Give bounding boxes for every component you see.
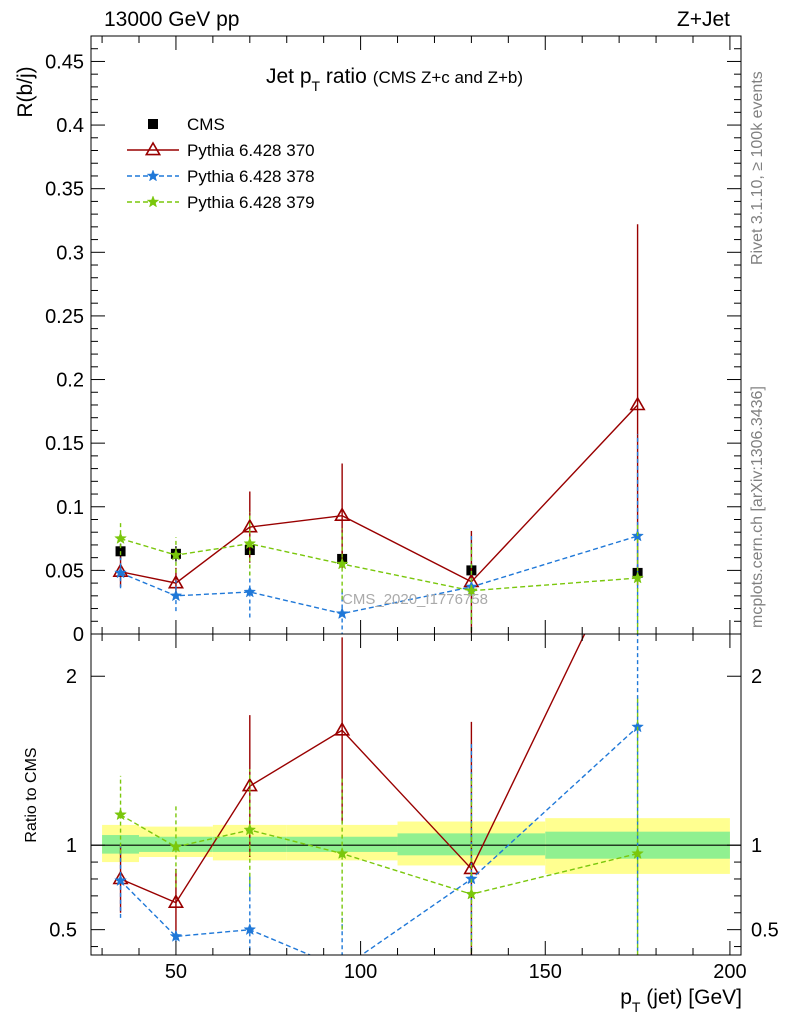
title-rest: ratio [320, 65, 367, 88]
legend-marker [144, 141, 162, 156]
ratio-series-group [112, 634, 644, 955]
legend-label: Pythia 6.428 378 [187, 167, 315, 186]
main-y-axis-label: R(b/j) [14, 66, 37, 117]
main-pythia-6-428-378-line [120, 535, 638, 615]
main-y-tick-label: 0.3 [56, 242, 84, 264]
main-pythia-6-428-378-point [243, 585, 257, 598]
ratio-frame [90, 633, 742, 956]
ratio-pythia-6-428-378-point [243, 923, 257, 936]
main-pythia-6-428-379-point [631, 571, 644, 584]
main-pythia-6-428-370-line [120, 404, 639, 584]
mcplots-label: mcplots.cern.ch [arXiv:1306.3436] [749, 386, 766, 628]
ratio-pythia-6-428-370-point [167, 893, 184, 909]
main-y-tick-label: 0 [73, 624, 84, 646]
ratio-pythia-6-428-378-line [120, 726, 639, 955]
main-y-tick-label: 0.1 [56, 497, 84, 519]
main-pythia-6-428-370-point [629, 396, 646, 411]
ratio-pythia-6-428-370-point [334, 721, 351, 736]
main-y-tick-label: 0.15 [45, 433, 84, 455]
ratio-pythia-6-428-379-point [243, 823, 257, 836]
main-pythia-6-428-370-point [334, 507, 351, 522]
ratio-y-tick-label: 0.5 [49, 920, 77, 942]
ratio-pythia-6-428-379-point [335, 846, 349, 860]
main-pythia-6-428-379-point [114, 531, 127, 544]
x-tick-label: 150 [529, 961, 562, 983]
ratio-pythia-6-428-379-point [169, 840, 183, 853]
legend-item: Pythia 6.428 370 [127, 141, 315, 160]
legend-label: Pythia 6.428 370 [187, 141, 315, 160]
ratio-pythia-6-428-379-point [114, 808, 127, 821]
main-y-tick-label: 0.35 [45, 179, 84, 201]
main-pythia-6-428-379-point [169, 548, 183, 561]
main-y-tick-label: 0.2 [56, 370, 84, 392]
main-pythia-6-428-379-line [120, 537, 638, 592]
ratio-pythia-6-428-379-point [465, 887, 478, 900]
rivet-version-label: Rivet 3.1.10, ≥ 100k events [749, 71, 766, 265]
main-series-group [112, 224, 646, 634]
x-axis-label-sub: T [632, 999, 641, 1015]
header-energy-label: 13000 GeV pp [104, 8, 239, 31]
legend-label: CMS [187, 115, 225, 134]
ratio-y-tick-label: 2 [66, 666, 77, 688]
ratio-y-tick-label-right: 2 [751, 666, 762, 688]
x-tick-label: 100 [344, 961, 377, 983]
main-y-tick-label: 0.25 [45, 306, 84, 328]
ratio-y-tick-label-right: 0.5 [751, 920, 779, 942]
legend-item: CMS [148, 115, 225, 134]
legend-label: Pythia 6.428 379 [187, 193, 315, 212]
main-panel: 0 0.05 0.1 0.15 0.2 0.25 0.3 0.35 0.4 0.45 CMS_20… [14, 35, 742, 646]
ratio-pythia-6-428-379-line [120, 814, 638, 895]
ratio-y-tick-label-right: 1 [751, 835, 762, 857]
ratio-pythia-6-428-378-point [169, 929, 183, 942]
legend-marker [146, 195, 160, 208]
ratio-y-tick-label: 1 [66, 835, 77, 857]
legend-item: Pythia 6.428 378 [127, 167, 315, 186]
main-pythia-6-428-379-point [465, 583, 478, 597]
main-pythia-6-428-378-point [335, 606, 349, 620]
ratio-bands [91, 818, 741, 874]
legend: CMS Pythia 6.428 370 Pythia 6.428 378 Pythi… [127, 115, 315, 212]
main-pythia-6-428-379-point [243, 537, 257, 550]
title-main: Jet p [266, 65, 312, 88]
ratio-y-axis-label: Ratio to CMS [23, 747, 40, 842]
main-y-tick-label: 0.05 [45, 560, 84, 582]
analysis-watermark: CMS_2020_I1776758 [342, 591, 488, 608]
x-tick-label: 50 [165, 961, 187, 983]
x-axis-label: pT (jet) [GeV] [620, 986, 742, 1015]
ratio-pythia-6-428-379-point [631, 846, 644, 860]
main-pythia-6-428-379-point [335, 557, 349, 570]
main-y-tick-label: 0.4 [56, 115, 84, 137]
legend-item: Pythia 6.428 379 [127, 193, 315, 212]
legend-marker [148, 119, 158, 129]
legend-marker [146, 169, 160, 182]
main-pythia-6-428-370-point [112, 563, 129, 578]
title-note: (CMS Z+c and Z+b) [373, 68, 523, 87]
main-y-tick-label: 0.45 [45, 51, 84, 73]
main-pythia-6-428-378-point [114, 566, 127, 579]
header-process-label: Z+Jet [677, 8, 730, 31]
title-sub: T [312, 78, 321, 94]
plot-title: Jet pT ratio (CMS Z+c and Z+b) [266, 65, 523, 94]
x-tick-label: 200 [713, 961, 746, 983]
main-pythia-6-428-378-point [169, 589, 183, 602]
ratio-pythia-6-428-378-point [114, 873, 127, 887]
ratio-panel: 0.5 0.5 1 1 2 2 50 100 150 200 Ratio to CMS pT (j… [23, 633, 779, 1015]
x-axis-label-rest: (jet) [GeV] [640, 986, 742, 1009]
x-axis-label-main: p [620, 986, 632, 1009]
ratio-pythia-6-428-370-line [120, 634, 586, 904]
